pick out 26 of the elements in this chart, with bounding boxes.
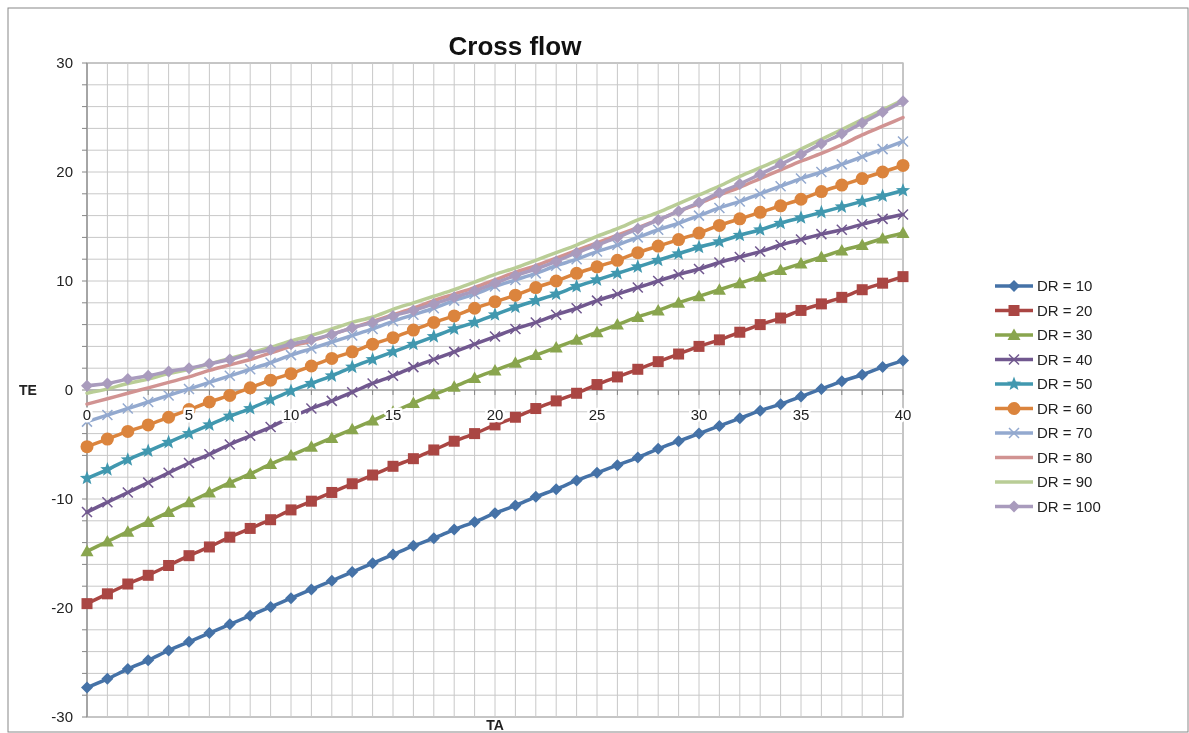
- y-tick-label: 10: [56, 272, 73, 290]
- x-tick-label: 35: [792, 406, 810, 423]
- y-tick-label: -30: [51, 708, 73, 726]
- x-tick-label: 0: [82, 406, 92, 423]
- y-tick-label: 30: [56, 54, 73, 72]
- x-tick-label: 40: [894, 406, 912, 423]
- y-tick-label: -10: [51, 490, 73, 508]
- y-tick-label: -20: [51, 599, 73, 617]
- chart-title: Cross flow: [448, 31, 583, 61]
- legend-label: DR = 60: [1037, 399, 1093, 417]
- x-tick-label: 20: [486, 406, 504, 423]
- legend-label: DR = 50: [1037, 375, 1093, 393]
- legend-label: DR = 20: [1037, 301, 1093, 319]
- legend-label: DR = 90: [1037, 473, 1093, 491]
- legend-label: DR = 70: [1037, 424, 1093, 442]
- y-axis-title: TE: [19, 381, 37, 398]
- y-tick-label: 20: [56, 163, 73, 181]
- legend-label: DR = 80: [1037, 448, 1093, 466]
- x-tick-label: 25: [588, 406, 606, 423]
- x-axis-title: TA: [486, 717, 504, 733]
- x-tick-label: 30: [690, 406, 708, 423]
- legend-label: DR = 10: [1037, 277, 1093, 295]
- legend-label: DR = 100: [1037, 497, 1101, 515]
- legend-label: DR = 30: [1037, 326, 1093, 344]
- legend-label: DR = 40: [1037, 350, 1093, 368]
- y-tick-label: 0: [64, 381, 73, 399]
